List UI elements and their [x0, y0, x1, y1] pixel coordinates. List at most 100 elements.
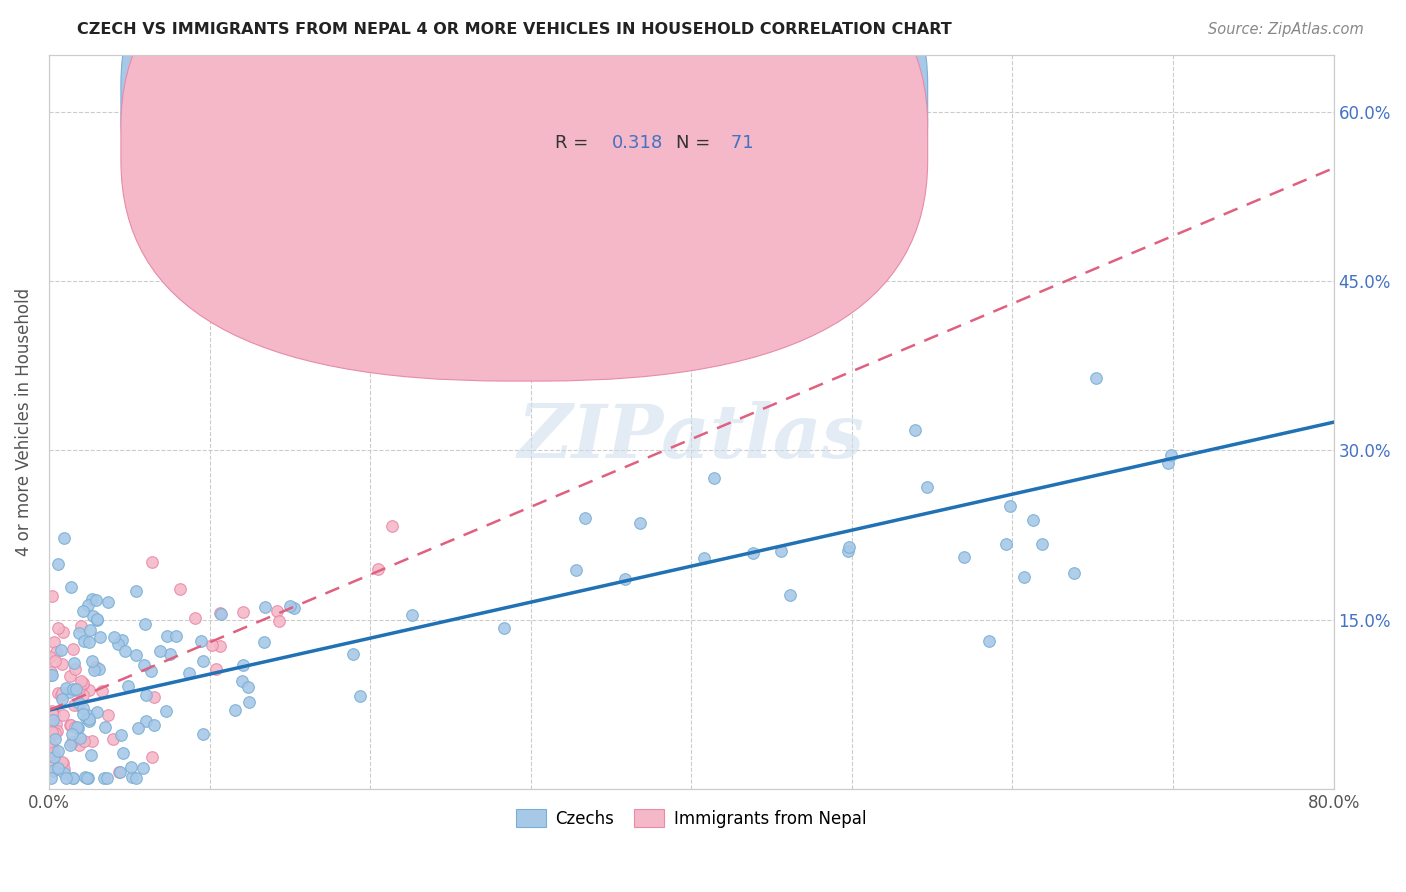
- Point: [77, 635, 100, 649]
- FancyBboxPatch shape: [496, 73, 772, 172]
- Y-axis label: 4 or more Vehicles in Household: 4 or more Vehicles in Household: [15, 288, 32, 557]
- Point: [66, 698, 89, 712]
- Point: [179, 666, 201, 681]
- Point: [693, 550, 716, 565]
- Point: [53, 765, 76, 780]
- Point: [135, 714, 157, 729]
- Point: [72, 604, 94, 618]
- Point: [94, 719, 117, 733]
- Point: [72, 688, 94, 702]
- Point: [62, 771, 84, 785]
- Point: [65, 682, 87, 697]
- Point: [614, 572, 637, 586]
- Point: [41, 589, 63, 603]
- Point: [82, 608, 104, 623]
- Point: [39, 771, 62, 785]
- Point: [75, 711, 97, 725]
- Point: [73, 734, 96, 748]
- Text: 0.483: 0.483: [612, 93, 664, 111]
- Point: [107, 637, 129, 651]
- Point: [238, 695, 260, 709]
- Point: [41, 725, 63, 739]
- Point: [44, 634, 66, 648]
- Point: [62, 681, 84, 696]
- Point: [86, 613, 108, 627]
- Point: [62, 642, 84, 657]
- Text: CZECH VS IMMIGRANTS FROM NEPAL 4 OR MORE VEHICLES IN HOUSEHOLD CORRELATION CHART: CZECH VS IMMIGRANTS FROM NEPAL 4 OR MORE…: [77, 22, 952, 37]
- Point: [46, 761, 69, 775]
- Point: [52, 531, 75, 545]
- Point: [134, 616, 156, 631]
- Point: [120, 760, 142, 774]
- Point: [121, 770, 143, 784]
- Point: [165, 629, 187, 643]
- Point: [93, 771, 115, 785]
- Point: [141, 664, 163, 678]
- Point: [69, 731, 91, 746]
- Point: [66, 720, 89, 734]
- Point: [51, 688, 73, 702]
- Point: [44, 732, 66, 747]
- Point: [1084, 371, 1107, 385]
- Point: [72, 701, 94, 715]
- Point: [44, 726, 66, 740]
- Text: R =: R =: [555, 93, 588, 111]
- Point: [1022, 513, 1045, 527]
- Point: [401, 607, 423, 622]
- Point: [69, 619, 91, 633]
- Point: [39, 738, 62, 752]
- Point: [132, 658, 155, 673]
- Point: [79, 748, 101, 763]
- Point: [97, 595, 120, 609]
- Point: [107, 764, 129, 779]
- Point: [38, 737, 60, 751]
- Point: [703, 471, 725, 485]
- Point: [87, 662, 110, 676]
- Text: 127: 127: [724, 93, 759, 111]
- Point: [208, 607, 231, 621]
- Point: [76, 771, 98, 785]
- Point: [904, 423, 927, 437]
- Point: [79, 623, 101, 637]
- Point: [67, 626, 90, 640]
- Point: [114, 644, 136, 658]
- Point: [39, 756, 62, 770]
- Point: [135, 688, 157, 702]
- Point: [52, 756, 75, 771]
- Point: [51, 657, 73, 672]
- Point: [63, 656, 86, 670]
- Point: [381, 518, 404, 533]
- Point: [205, 662, 228, 676]
- Point: [69, 674, 91, 689]
- Point: [108, 765, 131, 780]
- Point: [42, 714, 65, 728]
- Point: [111, 746, 134, 760]
- Point: [628, 516, 651, 530]
- Point: [51, 686, 73, 700]
- Point: [62, 771, 84, 785]
- Text: ZIPatlas: ZIPatlas: [517, 401, 865, 473]
- Point: [79, 714, 101, 728]
- Point: [44, 757, 66, 772]
- Point: [39, 649, 62, 664]
- Point: [41, 668, 63, 682]
- Point: [76, 771, 98, 785]
- Point: [141, 556, 163, 570]
- Point: [103, 630, 125, 644]
- Point: [46, 686, 69, 700]
- Point: [72, 706, 94, 721]
- Point: [73, 770, 96, 784]
- Point: [39, 668, 62, 682]
- Point: [155, 704, 177, 718]
- Point: [49, 643, 72, 657]
- Point: [45, 717, 67, 731]
- Point: [55, 771, 77, 785]
- Point: [953, 549, 976, 564]
- Text: 71: 71: [724, 134, 754, 153]
- Point: [86, 705, 108, 719]
- Point: [96, 771, 118, 785]
- Point: [132, 760, 155, 774]
- Point: [837, 544, 859, 558]
- Point: [38, 713, 60, 727]
- FancyBboxPatch shape: [121, 0, 928, 339]
